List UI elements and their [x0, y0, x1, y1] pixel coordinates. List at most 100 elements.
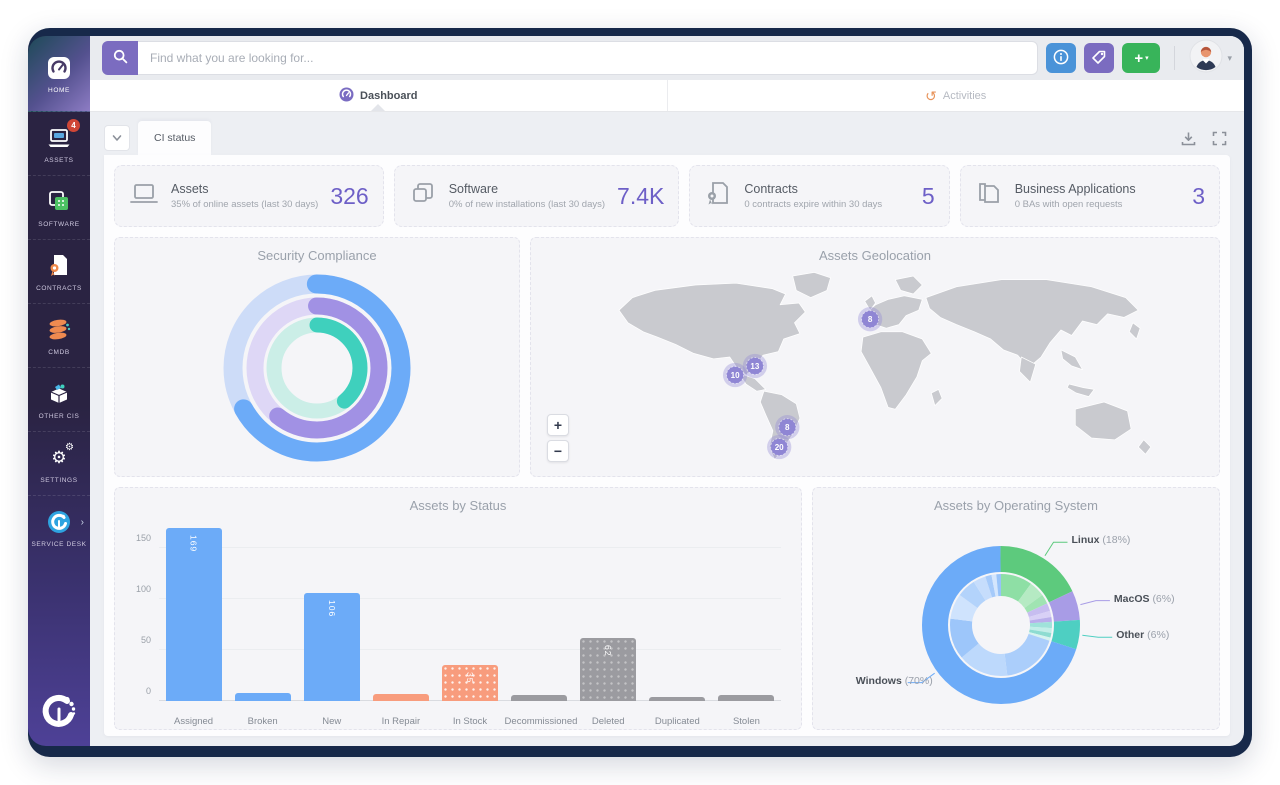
- x-axis-label: Deleted: [591, 716, 625, 727]
- x-axis-label: Duplicated: [654, 716, 700, 727]
- kpi-assets[interactable]: Assets 35% of online assets (last 30 day…: [114, 165, 384, 227]
- y-axis-tick: 50: [140, 634, 151, 645]
- sidebar-item-contracts[interactable]: CONTRACTS: [28, 240, 90, 304]
- kpi-subtitle: 35% of online assets (last 30 days): [171, 199, 319, 210]
- sidebar-item-assets[interactable]: 4 ASSETS: [28, 112, 90, 176]
- security-compliance-card: Security Compliance: [114, 237, 520, 477]
- chart-title: Security Compliance: [257, 248, 377, 263]
- collapse-button[interactable]: [104, 125, 130, 151]
- map-zoom-controls: + −: [547, 414, 569, 462]
- x-axis-label: In Repair: [381, 716, 421, 727]
- zoom-in-button[interactable]: +: [547, 414, 569, 436]
- dashboard-gauge-icon: [339, 87, 354, 105]
- sidebar-item-cmdb[interactable]: CMDB: [28, 304, 90, 368]
- bar-broken[interactable]: [234, 692, 291, 701]
- label-leader-line: [1044, 541, 1068, 557]
- sidebar-item-label: SOFTWARE: [38, 220, 80, 228]
- sidebar-item-settings[interactable]: ⚙ ⚙ SETTINGS: [28, 432, 90, 496]
- service-desk-icon: ›: [45, 508, 84, 536]
- label-leader-line: [1080, 600, 1110, 606]
- topbar: + ▾ ▾: [90, 36, 1244, 80]
- sidebar-item-other-cis[interactable]: OTHER CIs: [28, 368, 90, 432]
- bar-in-stock[interactable]: 35: [442, 665, 498, 701]
- bar-in-repair[interactable]: [372, 693, 429, 701]
- info-button[interactable]: [1046, 43, 1077, 73]
- tags-button[interactable]: [1084, 43, 1115, 73]
- kpi-value: 3: [1192, 182, 1206, 209]
- tag-icon: [1091, 49, 1107, 68]
- sidebar-item-label: OTHER CIs: [38, 412, 80, 420]
- sidebar-item-home[interactable]: HOME: [28, 36, 90, 112]
- os-label-windows: Windows (70%): [855, 674, 933, 687]
- sidebar-item-label: CONTRACTS: [36, 284, 82, 292]
- north-america: [618, 282, 806, 376]
- gauge-icon: [45, 54, 73, 82]
- bar-value-label: 169: [188, 535, 199, 553]
- bar-deleted[interactable]: 62: [580, 637, 637, 701]
- stacked-boxes-icon: [409, 180, 437, 213]
- sidebar-item-service-desk[interactable]: › SERVICE DESK: [28, 496, 90, 560]
- user-menu[interactable]: ▾: [1189, 39, 1232, 78]
- download-button[interactable]: [1178, 128, 1199, 149]
- y-axis-tick: 150: [135, 532, 151, 543]
- avatar: [1189, 39, 1223, 78]
- add-button[interactable]: + ▾: [1122, 43, 1161, 73]
- svg-text:20: 20: [774, 443, 783, 452]
- os-label-linux: Linux (18%): [1071, 534, 1131, 547]
- kpi-contracts[interactable]: Contracts 0 contracts expire within 30 d…: [689, 165, 950, 227]
- scandinavia: [894, 275, 923, 295]
- os-slice-windows[interactable]: [922, 546, 1080, 704]
- map-marker-europe[interactable]: 8: [857, 307, 882, 332]
- search-button[interactable]: [102, 41, 138, 75]
- plus-icon: +: [1134, 49, 1144, 67]
- bar-decommissioned[interactable]: [511, 694, 568, 701]
- map-marker-mexico[interactable]: 10: [722, 362, 747, 388]
- ring-outer[interactable]: [223, 274, 411, 462]
- laptop-icon: 4: [45, 118, 80, 152]
- new-zealand: [1137, 439, 1151, 455]
- fullscreen-button[interactable]: [1209, 128, 1230, 149]
- kpi-business-applications[interactable]: Business Applications 0 BAs with open re…: [959, 165, 1221, 227]
- search-input[interactable]: [138, 41, 1039, 75]
- ring-inner[interactable]: [266, 317, 368, 419]
- map-marker-uruguay[interactable]: 8: [774, 415, 799, 440]
- assets-by-status-card: Assets by Status 0 50 100 150 169 Assigned Bro…: [114, 487, 802, 730]
- zoom-out-button[interactable]: −: [547, 440, 569, 462]
- bar-assigned[interactable]: 169: [165, 528, 222, 701]
- map-marker-argentina-south[interactable]: 20: [766, 434, 791, 460]
- bar-new[interactable]: 106: [303, 592, 360, 701]
- ring-middle[interactable]: [246, 297, 388, 439]
- sidebar-item-label: ASSETS: [44, 156, 74, 164]
- x-axis-label: Broken: [247, 716, 278, 727]
- chevron-down-icon: ▾: [1145, 55, 1149, 62]
- os-label-macos: MacOS (6%): [1113, 592, 1175, 605]
- label-leader-line: [907, 672, 935, 684]
- bar-value-label: 62: [603, 644, 614, 657]
- compliance-rings-chart[interactable]: [214, 265, 420, 471]
- assets-geolocation-card: Assets Geolocation: [530, 237, 1220, 477]
- os-inner-segment: [950, 574, 1052, 676]
- os-slice-other[interactable]: [922, 546, 1080, 704]
- madagascar: [930, 389, 942, 406]
- sidebar-item-software[interactable]: SOFTWARE: [28, 176, 90, 240]
- kpi-software[interactable]: Software 0% of new installations (last 3…: [393, 165, 680, 227]
- contract-document-icon: [45, 252, 73, 280]
- laptop-icon: [129, 181, 159, 212]
- world-map[interactable]: 8 13 10 8 20: [553, 267, 1198, 465]
- active-tab-caret: [371, 104, 386, 111]
- japan: [1128, 322, 1140, 340]
- certificate-icon: [704, 180, 732, 213]
- assets-by-os-card: Assets by Operating System Linux (18%) Ma…: [812, 487, 1220, 730]
- map-marker-us-southeast[interactable]: 13: [742, 353, 767, 379]
- tab-dashboard[interactable]: Dashboard: [339, 80, 417, 111]
- copy-stack-icon: [975, 180, 1003, 213]
- gridline: [159, 648, 781, 650]
- x-axis-label: In Stock: [452, 716, 488, 727]
- bar-stolen[interactable]: [718, 694, 775, 701]
- tab-ci-status[interactable]: CI status: [138, 121, 212, 155]
- sidebar-item-label: SETTINGS: [40, 476, 78, 484]
- tab-activities[interactable]: ↺ Activities: [925, 80, 986, 111]
- widget-tab-bar: CI status: [104, 121, 1230, 155]
- bar-duplicated[interactable]: [649, 696, 706, 701]
- svg-text:8: 8: [867, 315, 872, 324]
